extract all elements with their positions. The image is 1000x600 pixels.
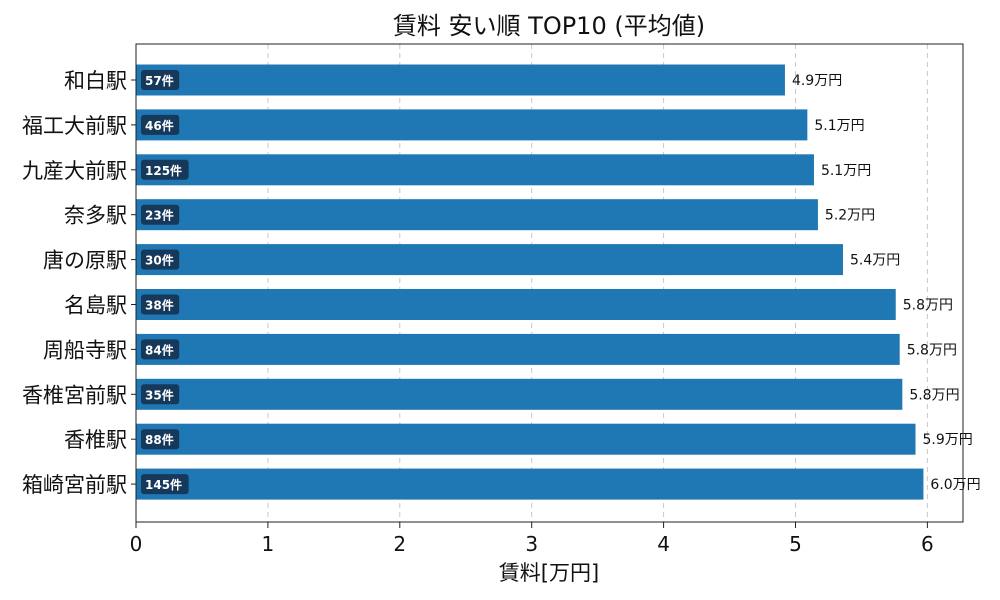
value-label: 5.4万円 [850,253,900,269]
plot-frame [135,43,964,523]
count-label: 46件 [145,118,174,133]
count-badge [141,204,180,225]
bar [136,199,818,231]
y-category-label: 名島駅 [64,294,127,318]
count-label: 38件 [145,298,174,313]
x-tick-label: 2 [393,532,406,556]
y-category-label: 九産大前駅 [22,159,127,183]
count-label: 125件 [145,163,182,178]
count-badge [141,249,180,270]
bar [136,64,785,96]
y-category-label: 唐の原駅 [43,249,127,273]
bar [136,378,903,410]
count-badge [141,429,180,450]
count-label: 84件 [145,342,174,357]
count-badge [141,474,189,495]
count-badge [141,114,180,135]
y-category-label: 香椎宮前駅 [22,383,127,407]
x-axis-label: 賃料[万円] [499,561,599,585]
value-label: 5.1万円 [821,163,871,179]
y-category-label: 福工大前駅 [22,114,127,138]
value-label: 5.9万円 [923,432,973,448]
y-category-label: 和白駅 [64,69,127,93]
value-label: 5.2万円 [825,208,875,224]
value-label: 5.8万円 [909,387,959,403]
value-label: 4.9万円 [792,73,842,89]
x-axis-ticks: 0 1 2 3 4 5 6 [130,522,934,556]
x-tick-label: 1 [262,532,275,556]
count-badge [141,384,180,405]
value-label: 5.8万円 [903,298,953,314]
count-label: 145件 [145,477,182,492]
y-category-label: 周船寺駅 [43,338,127,362]
count-badge [141,339,180,360]
count-badge [141,70,180,90]
x-tick-label: 4 [657,532,670,556]
value-label: 6.0万円 [930,477,980,493]
chart-title: 賃料 安い順 TOP10 (平均値) [393,12,705,40]
x-tick-label: 3 [525,532,538,556]
count-label: 57件 [145,73,174,88]
bar [136,333,900,365]
y-category-label: 奈多駅 [64,204,127,228]
count-label: 35件 [145,387,174,402]
bar [136,289,896,320]
count-label: 88件 [145,432,174,447]
count-label: 30件 [145,253,174,268]
bar [136,154,814,186]
y-category-label: 香椎駅 [64,428,127,452]
bar [136,244,843,276]
count-badge [141,294,180,315]
count-label: 23件 [145,208,174,223]
value-label: 5.8万円 [907,342,957,358]
value-label: 5.1万円 [814,118,864,134]
bar [136,468,924,500]
x-tick-label: 5 [789,532,802,556]
bar [136,109,808,141]
y-category-label: 箱崎宮前駅 [22,473,127,497]
bar [136,423,916,455]
x-tick-label: 0 [130,532,143,556]
count-badge [141,159,189,180]
x-tick-label: 6 [921,532,934,556]
